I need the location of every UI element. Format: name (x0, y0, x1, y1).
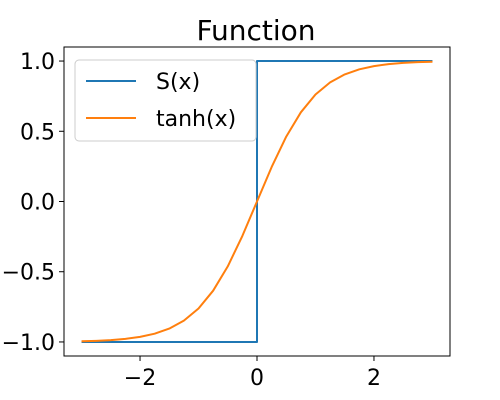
y-tick-label: −0.5 (2, 261, 55, 286)
series-line-1 (81, 60, 433, 343)
y-tick-label: 0.0 (20, 191, 55, 216)
y-tick-label: −1.0 (2, 331, 55, 356)
legend: S(x) tanh(x) (74, 59, 257, 142)
y-tick-label: 0.5 (20, 120, 55, 145)
legend-label-tanh: tanh(x) (156, 107, 236, 132)
x-tick-label: −2 (124, 366, 156, 391)
legend-label-s: S(x) (156, 70, 200, 95)
series-layer (81, 60, 433, 343)
plot-frame (63, 46, 451, 357)
y-tick-label: 1.0 (20, 50, 55, 75)
x-tick-label: 2 (367, 366, 381, 391)
chart-title: Function (196, 14, 315, 47)
axis-layer: −2 0 2 −1.0 −0.5 0.0 0.5 1.0 (2, 50, 381, 391)
x-tick-label: 0 (250, 366, 264, 391)
